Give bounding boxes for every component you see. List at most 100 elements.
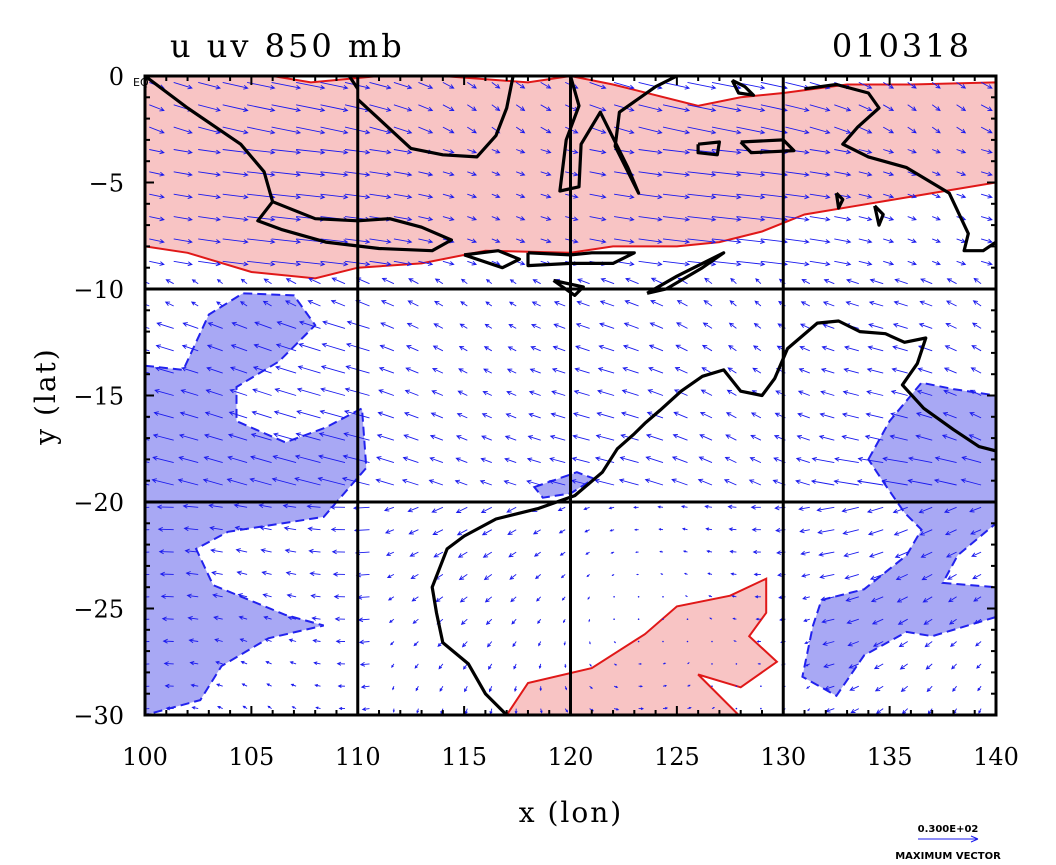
wind-vector: [662, 684, 668, 687]
wind-vector: [932, 238, 941, 243]
wind-vector: [858, 81, 873, 89]
wind-vector: [330, 299, 346, 307]
wind-vector: [491, 149, 501, 154]
wind-vector: [956, 238, 967, 244]
wind-vector: [597, 367, 615, 374]
wind-vector: [572, 412, 590, 419]
wind-vector: [573, 389, 590, 396]
wind-vector: [254, 321, 272, 329]
wind-vector: [247, 238, 276, 245]
wind-vector: [834, 238, 852, 244]
coastline-new-guinea-west: [804, 82, 996, 253]
wind-vector: [526, 457, 541, 464]
wind-vector: [442, 149, 455, 154]
wind-vector: [265, 660, 272, 665]
wind-vector: [467, 82, 477, 89]
wind-vector: [418, 260, 434, 266]
wind-vector: [537, 618, 542, 624]
wind-vector: [181, 366, 199, 374]
wind-vector: [943, 367, 957, 374]
wind-vector: [892, 506, 908, 514]
wind-vector: [247, 260, 276, 267]
wind-vector: [185, 571, 199, 576]
wind-vector: [687, 238, 717, 245]
y-tick-label: −15: [73, 383, 124, 411]
wind-vector: [819, 412, 835, 419]
coastline-aru-island: [873, 204, 885, 227]
wind-vector: [750, 504, 761, 510]
wind-vector: [645, 433, 664, 441]
wind-vector: [240, 660, 248, 665]
wind-vector: [942, 412, 957, 419]
wind-vector: [198, 104, 221, 112]
wind-vector: [648, 366, 664, 374]
wind-vector: [821, 345, 835, 352]
wind-vector: [736, 216, 766, 222]
wind-vector: [540, 104, 552, 112]
wind-vector: [188, 638, 199, 644]
wind-vector: [919, 300, 933, 307]
wind-vector: [711, 260, 742, 267]
wind-vector: [613, 707, 620, 711]
wind-vector: [149, 126, 165, 134]
wind-vector: [594, 456, 615, 464]
wind-vector: [387, 596, 395, 601]
wind-vector: [956, 126, 967, 134]
wind-vector: [162, 638, 174, 644]
wind-vector: [418, 216, 434, 222]
wind-vector: [945, 322, 957, 329]
wind-vector: [701, 367, 713, 374]
wind-vector: [875, 708, 884, 714]
wind-vector: [358, 639, 370, 645]
wind-vector: [697, 478, 713, 486]
wind-vector: [540, 238, 552, 244]
wind-vector: [322, 320, 346, 329]
wind-vector: [212, 593, 223, 598]
wind-vector: [842, 529, 859, 536]
wind-vector: [407, 300, 419, 307]
wind-vector: [211, 570, 223, 576]
wind-vector: [980, 193, 993, 199]
wind-vector: [956, 193, 967, 199]
wind-vector: [924, 641, 933, 648]
wind-vector: [638, 104, 663, 112]
wind-vector: [272, 454, 297, 464]
wind-vector: [858, 193, 873, 199]
wind-vector: [736, 260, 766, 267]
wind-vector: [824, 685, 835, 691]
wind-vector: [356, 595, 370, 600]
wind-vector: [727, 367, 737, 374]
wind-vector: [392, 686, 395, 691]
wind-vector: [972, 300, 982, 307]
wind-vector: [728, 345, 737, 352]
wind-vector: [503, 479, 517, 486]
wind-vector: [528, 390, 541, 396]
wind-vector: [359, 662, 370, 667]
wind-vector: [506, 506, 517, 513]
wind-vector: [434, 300, 444, 307]
wind-vector: [549, 434, 566, 441]
coastline-sumbawa-flores: [526, 251, 636, 268]
wind-vector: [801, 279, 811, 285]
wind-vector: [207, 322, 223, 329]
wind-vector: [810, 479, 835, 486]
wind-vector: [509, 574, 517, 580]
wind-vector: [687, 684, 691, 687]
wind-vector: [882, 104, 895, 112]
wind-vector: [551, 367, 566, 374]
coastline-timor: [646, 251, 726, 295]
wind-vector: [675, 344, 688, 352]
wind-vector: [418, 126, 434, 134]
wind-vector: [549, 457, 566, 464]
wind-vector: [637, 618, 640, 620]
wind-vector: [589, 663, 592, 667]
wind-vector: [442, 171, 455, 177]
wind-vector: [173, 149, 193, 155]
x-tick-label: 115: [441, 743, 487, 771]
wind-vector: [864, 434, 884, 441]
wind-vector: [599, 300, 615, 307]
wind-vector: [619, 456, 639, 464]
wind-vector: [455, 435, 468, 441]
wind-vector: [482, 551, 493, 558]
